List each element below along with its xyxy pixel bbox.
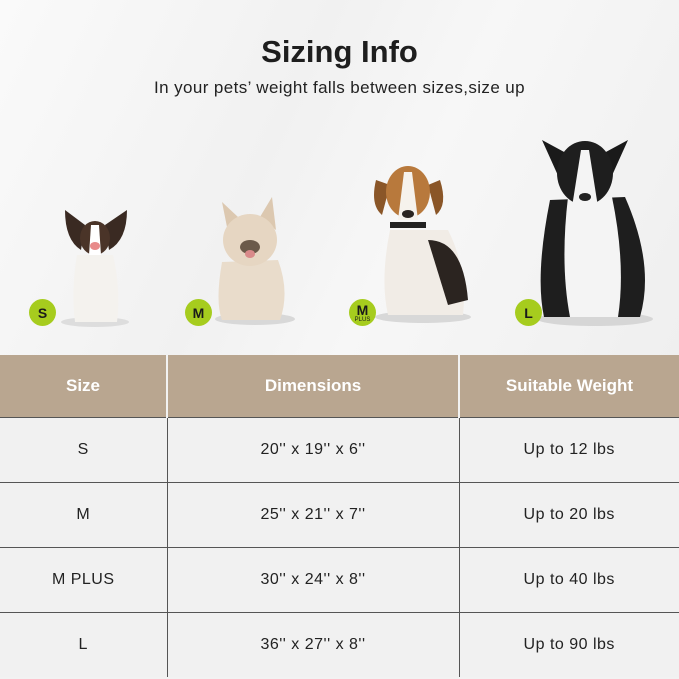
size-cell: L xyxy=(0,611,167,677)
sizing-table: Size Dimensions Suitable Weight S 20'' x … xyxy=(0,355,679,677)
header-weight: Suitable Weight xyxy=(458,355,679,417)
subtitle: In your pets’ weight falls between sizes… xyxy=(153,78,526,97)
size-badge-l: L xyxy=(515,299,542,326)
weight-cell: Up to 12 lbs xyxy=(458,416,679,482)
size-cell: S xyxy=(0,416,167,482)
size-badge-m: M xyxy=(185,299,212,326)
dimensions-cell: 25'' x 21'' x 7'' xyxy=(166,481,459,547)
table-row: M 25'' x 21'' x 7'' Up to 20 lbs xyxy=(0,481,679,547)
size-cell: M xyxy=(0,481,167,547)
table-row: M PLUS 30'' x 24'' x 8'' Up to 40 lbs xyxy=(0,546,679,612)
french-bulldog-image xyxy=(215,197,295,325)
header-dimensions: Dimensions xyxy=(166,355,459,417)
weight-cell: Up to 90 lbs xyxy=(458,611,679,677)
size-cell: M PLUS xyxy=(0,546,167,612)
table-row: L 36'' x 27'' x 8'' Up to 90 lbs xyxy=(0,611,679,677)
badge-label: S xyxy=(37,304,48,321)
dimensions-cell: 30'' x 24'' x 8'' xyxy=(166,546,459,612)
weight-cell: Up to 20 lbs xyxy=(458,481,679,547)
badge-label: M xyxy=(192,304,205,321)
beagle-dog-image xyxy=(374,166,471,323)
badge-label: L xyxy=(524,304,533,321)
border-collie-image xyxy=(537,140,653,326)
header-size: Size xyxy=(0,355,167,417)
table-header-row: Size Dimensions Suitable Weight xyxy=(0,355,679,417)
size-badge-s: S xyxy=(29,299,56,326)
dimensions-cell: 36'' x 27'' x 8'' xyxy=(166,611,459,677)
hero: Sizing Info In your pets’ weight falls b… xyxy=(0,0,679,355)
page-title: Sizing Info xyxy=(261,34,418,69)
badge-sublabel: PLUS xyxy=(354,316,371,323)
size-badge-m-plus: M PLUS xyxy=(349,299,376,326)
weight-cell: Up to 40 lbs xyxy=(458,546,679,612)
dimensions-cell: 20'' x 19'' x 6'' xyxy=(166,416,459,482)
badge-label: M xyxy=(356,301,369,318)
papillon-dog-image xyxy=(61,210,129,327)
table-row: S 20'' x 19'' x 6'' Up to 12 lbs xyxy=(0,416,679,482)
